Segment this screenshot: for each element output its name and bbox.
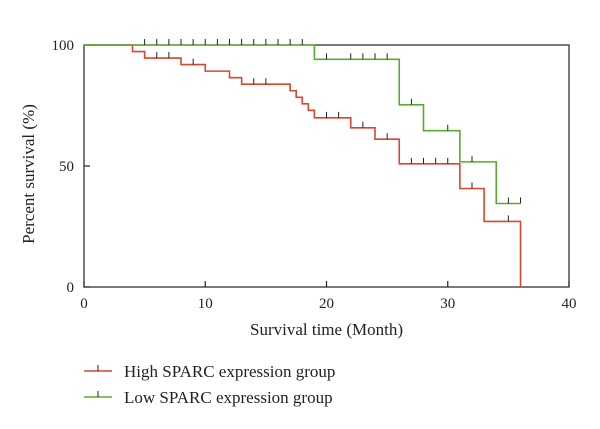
x-tick-label: 40: [562, 296, 577, 312]
low-sparc-survival-line: [84, 44, 521, 205]
high-sparc-survival-line: [84, 44, 522, 287]
x-axis-label: Survival time (Month): [250, 320, 403, 339]
y-tick-label: 0: [67, 280, 75, 296]
x-tick-label: 30: [440, 296, 455, 312]
low-sparc-legend-label: Low SPARC expression group: [124, 388, 333, 407]
chart-legend: High SPARC expression group Low SPARC exp…: [84, 362, 335, 407]
x-tick-label: 10: [198, 296, 213, 312]
x-tick-label: 0: [80, 296, 88, 312]
y-axis-label: Percent survival (%): [19, 104, 38, 244]
axis-ticks: 0 10 20 30 40 0 50 100: [52, 38, 577, 312]
chart-series: [84, 39, 522, 287]
y-tick-label: 100: [52, 38, 75, 54]
high-sparc-legend-label: High SPARC expression group: [124, 362, 335, 381]
y-tick-label: 50: [59, 159, 74, 175]
x-tick-label: 20: [319, 296, 334, 312]
